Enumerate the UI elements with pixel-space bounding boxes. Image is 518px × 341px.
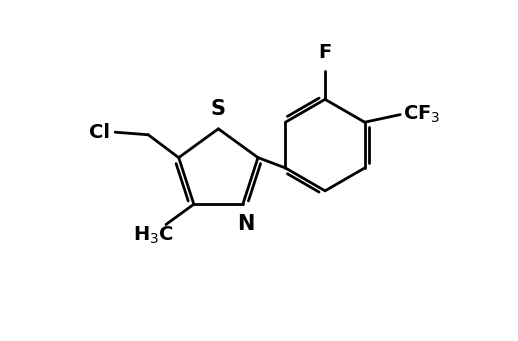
Text: CF$_3$: CF$_3$	[403, 104, 440, 125]
Text: F: F	[319, 43, 332, 62]
Text: N: N	[237, 214, 254, 234]
Text: S: S	[211, 99, 226, 119]
Text: Cl: Cl	[90, 123, 110, 142]
Text: H$_3$C: H$_3$C	[133, 225, 174, 247]
